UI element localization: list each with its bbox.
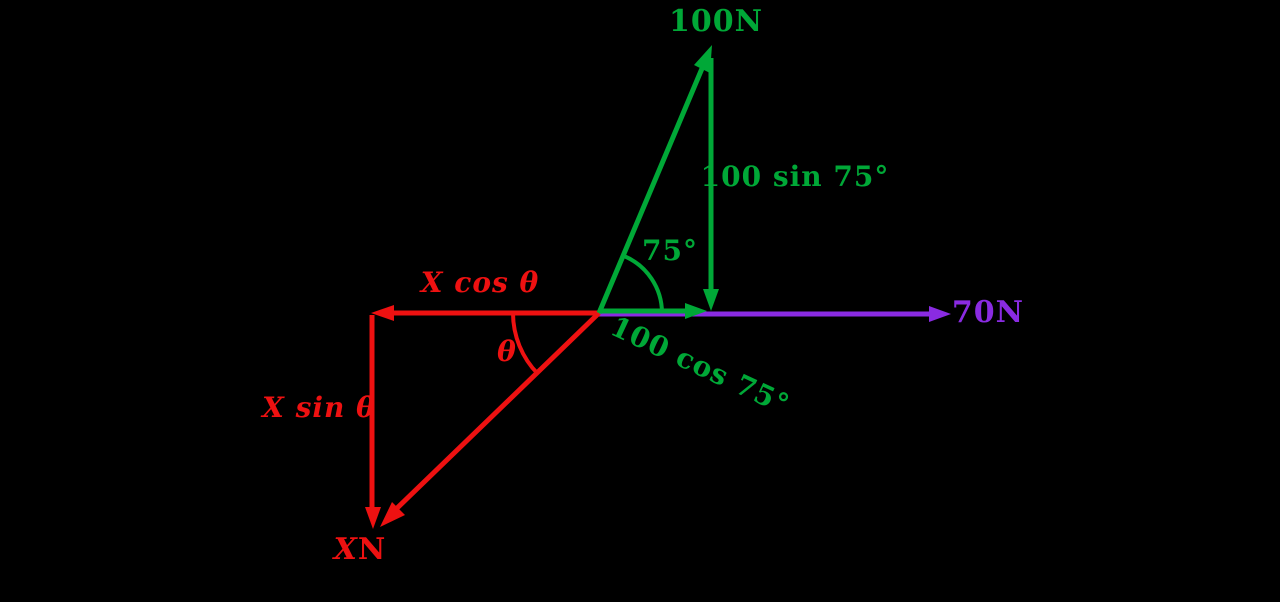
label-x-sin-theta: X sin θ bbox=[262, 391, 376, 424]
component-x-cos bbox=[371, 305, 599, 321]
label-xn-unit: N bbox=[357, 532, 387, 567]
vector-70n-arrowhead bbox=[929, 306, 951, 322]
component-x-sin-arrowhead bbox=[365, 507, 381, 529]
component-100-sin-arrowhead bbox=[703, 289, 719, 311]
label-70n: 70N bbox=[951, 295, 1025, 330]
component-x-sin bbox=[365, 315, 381, 529]
angle-theta-arc bbox=[511, 312, 540, 376]
angle-75-arc bbox=[623, 254, 664, 314]
vector-70n bbox=[599, 306, 951, 322]
label-x-cos-theta: X cos θ bbox=[420, 266, 540, 299]
component-x-cos-arrowhead bbox=[371, 305, 394, 321]
vector-x-shaft bbox=[390, 311, 601, 515]
vector-100n-arrowhead bbox=[694, 45, 712, 73]
component-100-cos-arrowhead bbox=[685, 303, 707, 319]
vector-100n bbox=[596, 45, 712, 314]
label-100-sin-75: 100 sin 75° bbox=[700, 160, 890, 193]
vector-x-arrowhead bbox=[380, 502, 405, 527]
label-100n: 100N bbox=[668, 4, 764, 39]
label-angle-75: 75° bbox=[642, 234, 698, 267]
vector-x bbox=[380, 311, 601, 527]
component-100-sin bbox=[703, 58, 719, 311]
label-xn-variable: X bbox=[333, 532, 358, 567]
label-xn: XN bbox=[334, 535, 387, 565]
label-angle-theta: θ bbox=[497, 335, 517, 368]
vector-100n-shaft bbox=[596, 58, 709, 314]
component-100-cos bbox=[599, 303, 707, 319]
